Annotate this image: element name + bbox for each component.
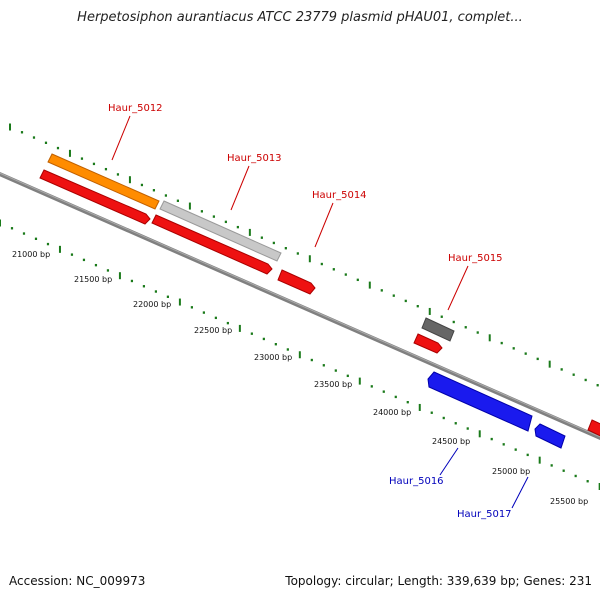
- scale-label: 24000 bp: [373, 408, 411, 417]
- gene-label-haur-5015[interactable]: Haur_5015: [448, 253, 503, 264]
- scale-label: 23500 bp: [314, 380, 352, 389]
- map-title: Herpetosiphon aurantiacus ATCC 23779 pla…: [77, 10, 523, 25]
- scale-label: 25500 bp: [550, 497, 588, 506]
- scale-label: 21500 bp: [74, 275, 112, 284]
- gene-features: [39, 153, 600, 449]
- scale-label: 22500 bp: [194, 326, 232, 335]
- gene-labels: Haur_5012 Haur_5013 Haur_5014 Haur_5015 …: [108, 103, 512, 520]
- gene-haur-5013-feature[interactable]: [159, 200, 282, 262]
- scale-label: 24500 bp: [432, 437, 470, 446]
- topology-summary: Topology: circular; Length: 339,639 bp; …: [285, 574, 592, 588]
- gene-label-haur-5016[interactable]: Haur_5016: [389, 476, 444, 487]
- gene-haur-5017-feature[interactable]: [534, 423, 566, 449]
- inner-tick-track: [0, 219, 600, 491]
- outer-tick-track: [9, 123, 599, 387]
- genome-backbone: [0, 172, 600, 440]
- genome-backbone-highlight: [0, 172, 600, 438]
- scale-label: 23000 bp: [254, 353, 292, 362]
- gene-haur-5015-feature[interactable]: [421, 317, 455, 342]
- forward-cds-1[interactable]: [39, 169, 151, 225]
- gene-label-haur-5012[interactable]: Haur_5012: [108, 103, 163, 114]
- forward-cds-5[interactable]: [587, 419, 600, 438]
- gene-label-haur-5014[interactable]: Haur_5014: [312, 190, 367, 201]
- gene-label-haur-5017[interactable]: Haur_5017: [457, 509, 512, 520]
- gene-haur-5016-feature[interactable]: [427, 371, 533, 432]
- accession-text: Accession: NC_009973: [9, 574, 146, 588]
- scale-labels: 21000 bp 21500 bp 22000 bp 22500 bp 2300…: [12, 250, 588, 506]
- label-leader-lines: [111, 115, 529, 509]
- scale-label: 25000 bp: [492, 467, 530, 476]
- gene-haur-5012-feature[interactable]: [47, 153, 160, 210]
- scale-label: 22000 bp: [133, 300, 171, 309]
- scale-label: 21000 bp: [12, 250, 50, 259]
- gene-label-haur-5013[interactable]: Haur_5013: [227, 153, 282, 164]
- forward-cds-3[interactable]: [277, 269, 316, 295]
- forward-cds-2[interactable]: [151, 214, 273, 275]
- forward-cds-4[interactable]: [413, 333, 443, 354]
